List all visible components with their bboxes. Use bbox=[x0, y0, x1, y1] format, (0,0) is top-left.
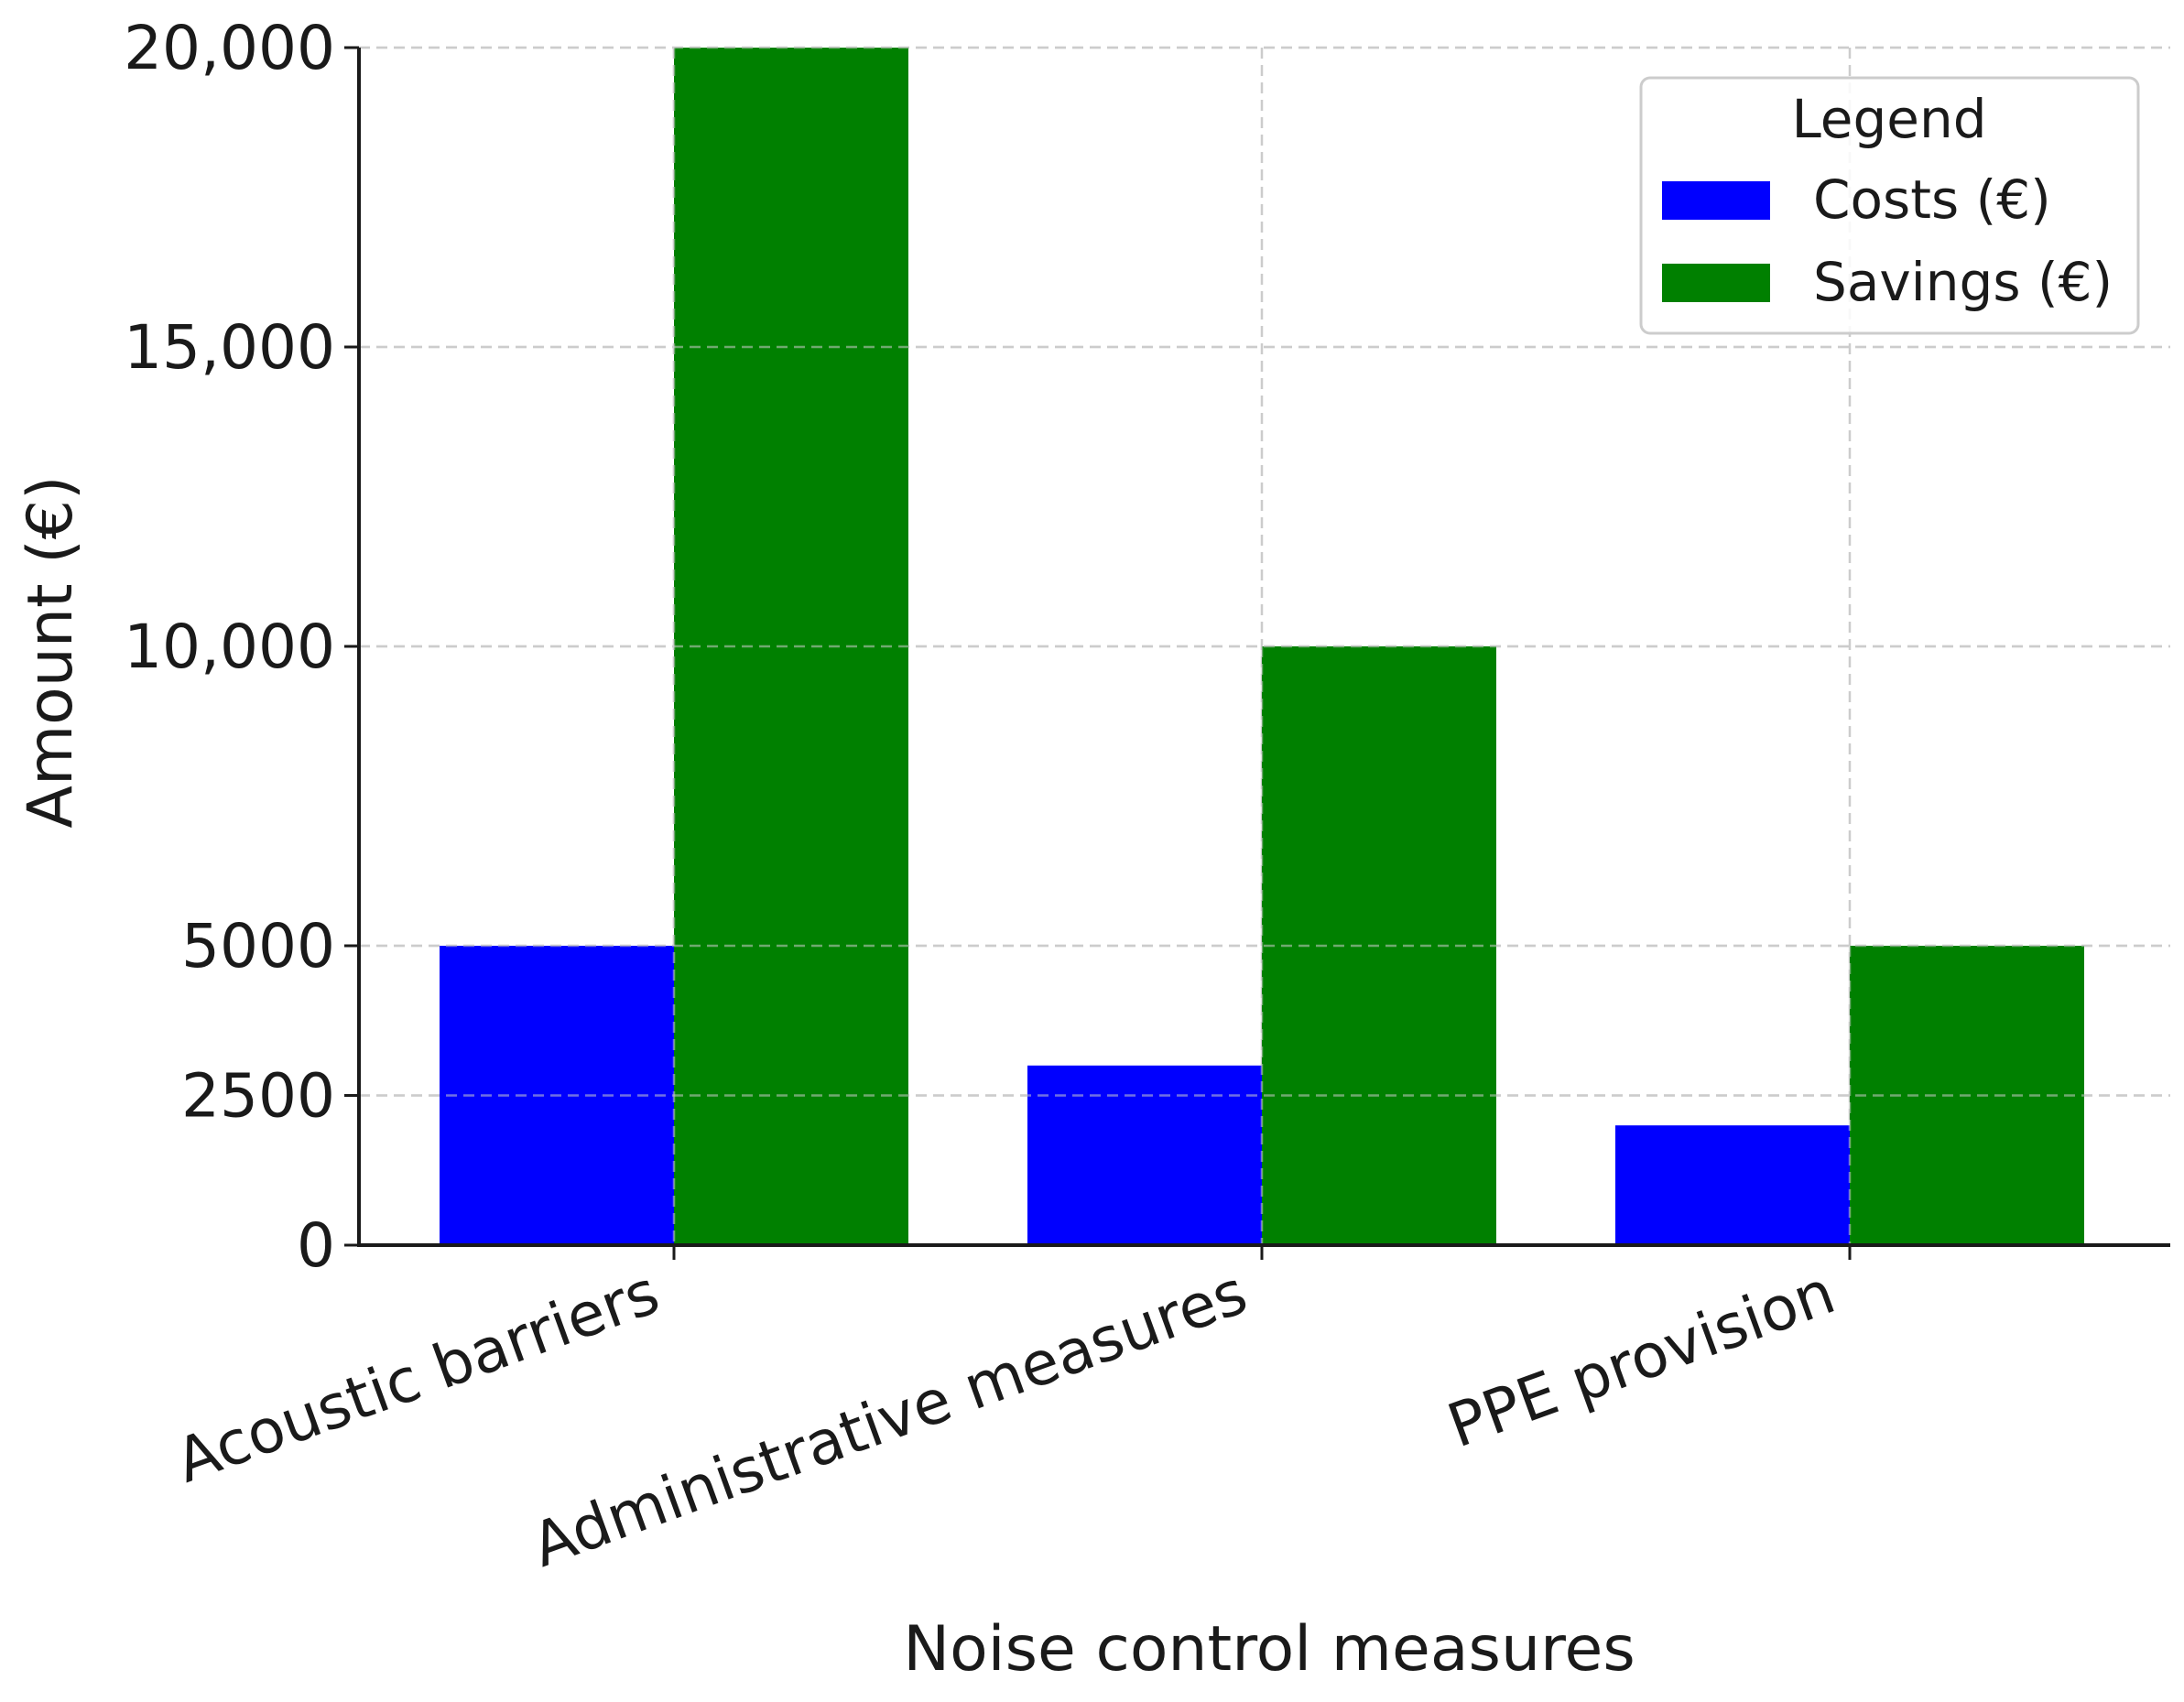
legend-swatch-savings bbox=[1662, 264, 1770, 302]
y-tick-label-5: 20,000 bbox=[124, 13, 335, 83]
y-ticks-layer: 0 2500 5000 10,000 15,000 20,000 bbox=[124, 13, 359, 1281]
legend-label-savings: Savings (€) bbox=[1813, 251, 2113, 313]
legend-swatch-costs bbox=[1662, 181, 1770, 220]
y-tick-label-1: 2500 bbox=[181, 1061, 335, 1132]
x-tick-label-2: PPE provision bbox=[1439, 1257, 1843, 1462]
y-tick-label-2: 5000 bbox=[181, 911, 335, 981]
bar-costs-2 bbox=[1615, 1125, 1850, 1245]
x-axis-label: Noise control measures bbox=[903, 1613, 1635, 1686]
y-tick-label-0: 0 bbox=[297, 1210, 335, 1281]
bar-costs-1 bbox=[1027, 1065, 1262, 1245]
y-tick-label-4: 15,000 bbox=[124, 312, 335, 383]
x-tick-label-0: Acoustic barriers bbox=[167, 1257, 668, 1497]
legend-label-costs: Costs (€) bbox=[1813, 168, 2051, 231]
legend-title: Legend bbox=[1791, 88, 1986, 150]
y-tick-label-3: 10,000 bbox=[124, 612, 335, 682]
bars-layer bbox=[359, 46, 2170, 1245]
y-axis-label: Amount (€) bbox=[15, 475, 87, 828]
legend: Legend Costs (€) Savings (€) bbox=[1639, 76, 2140, 335]
